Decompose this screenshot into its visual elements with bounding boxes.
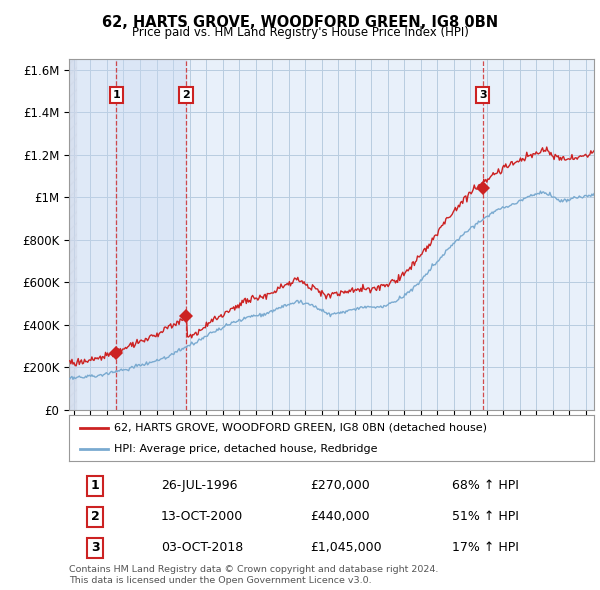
Text: Price paid vs. HM Land Registry's House Price Index (HPI): Price paid vs. HM Land Registry's House … bbox=[131, 26, 469, 39]
Text: 1: 1 bbox=[113, 90, 120, 100]
Text: 62, HARTS GROVE, WOODFORD GREEN, IG8 0BN: 62, HARTS GROVE, WOODFORD GREEN, IG8 0BN bbox=[102, 15, 498, 30]
Text: 03-OCT-2018: 03-OCT-2018 bbox=[161, 542, 243, 555]
Text: £270,000: £270,000 bbox=[311, 479, 370, 492]
Text: 17% ↑ HPI: 17% ↑ HPI bbox=[452, 542, 519, 555]
Text: 3: 3 bbox=[479, 90, 487, 100]
Text: 2: 2 bbox=[91, 510, 100, 523]
Bar bbox=[69, 59, 116, 410]
Text: £440,000: £440,000 bbox=[311, 510, 370, 523]
Text: 51% ↑ HPI: 51% ↑ HPI bbox=[452, 510, 519, 523]
Bar bbox=[116, 59, 186, 410]
Text: HPI: Average price, detached house, Redbridge: HPI: Average price, detached house, Redb… bbox=[113, 444, 377, 454]
Text: £1,045,000: £1,045,000 bbox=[311, 542, 382, 555]
Text: 26-JUL-1996: 26-JUL-1996 bbox=[161, 479, 238, 492]
Text: 1: 1 bbox=[91, 479, 100, 492]
Text: 2: 2 bbox=[182, 90, 190, 100]
Text: 68% ↑ HPI: 68% ↑ HPI bbox=[452, 479, 519, 492]
Text: 62, HARTS GROVE, WOODFORD GREEN, IG8 0BN (detached house): 62, HARTS GROVE, WOODFORD GREEN, IG8 0BN… bbox=[113, 423, 487, 433]
Text: 13-OCT-2000: 13-OCT-2000 bbox=[161, 510, 243, 523]
Bar bbox=[69, 59, 77, 410]
Text: Contains HM Land Registry data © Crown copyright and database right 2024.
This d: Contains HM Land Registry data © Crown c… bbox=[69, 565, 439, 585]
Text: 3: 3 bbox=[91, 542, 100, 555]
